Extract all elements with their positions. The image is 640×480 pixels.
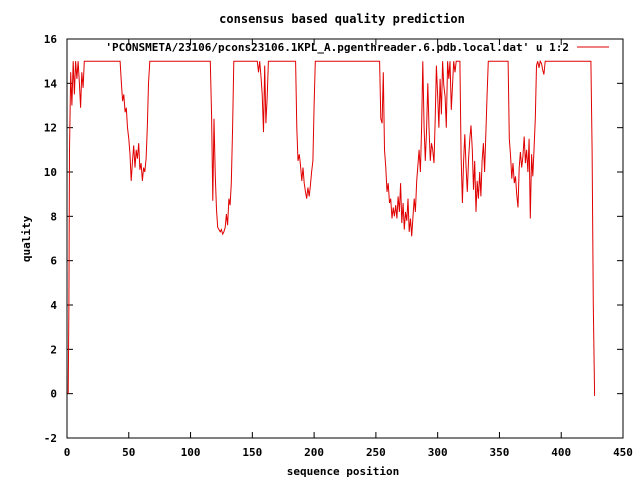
series-layer [67, 59, 596, 396]
y-tick-label: 6 [50, 255, 57, 268]
x-tick-label: 200 [304, 446, 324, 459]
chart-title: consensus based quality prediction [219, 12, 465, 26]
y-tick-label: 0 [50, 388, 57, 401]
y-tick-label: 16 [44, 33, 58, 46]
y-tick-label: 12 [44, 122, 57, 135]
legend-label: 'PCONSMETA/23106/pcons23106.1KPL_A.pgent… [105, 41, 569, 54]
x-tick-label: 0 [64, 446, 71, 459]
y-tick-label: 14 [44, 77, 58, 90]
series-line [67, 59, 596, 396]
axis-ticks [66, 38, 624, 439]
x-tick-label: 250 [366, 446, 386, 459]
x-tick-label: 300 [428, 446, 448, 459]
y-tick-label: 8 [50, 210, 57, 223]
x-tick-label: 150 [242, 446, 262, 459]
x-tick-label: 50 [122, 446, 135, 459]
x-tick-label: 400 [551, 446, 571, 459]
x-tick-labels: 0 50 100 150 200 250 300 350 400 450 [64, 446, 633, 459]
x-tick-label: 450 [613, 446, 633, 459]
x-axis-label: sequence position [287, 465, 400, 478]
y-tick-labels: -2 0 2 4 6 8 10 12 14 16 [44, 33, 58, 445]
y-tick-label: 10 [44, 166, 57, 179]
plot-frame [66, 38, 624, 439]
x-tick-label: 100 [181, 446, 201, 459]
y-axis-label: quality [20, 215, 33, 262]
legend: 'PCONSMETA/23106/pcons23106.1KPL_A.pgent… [105, 41, 609, 54]
y-tick-label: 2 [50, 343, 57, 356]
x-tick-label: 350 [490, 446, 510, 459]
y-tick-label: -2 [44, 432, 57, 445]
y-tick-label: 4 [50, 299, 57, 312]
